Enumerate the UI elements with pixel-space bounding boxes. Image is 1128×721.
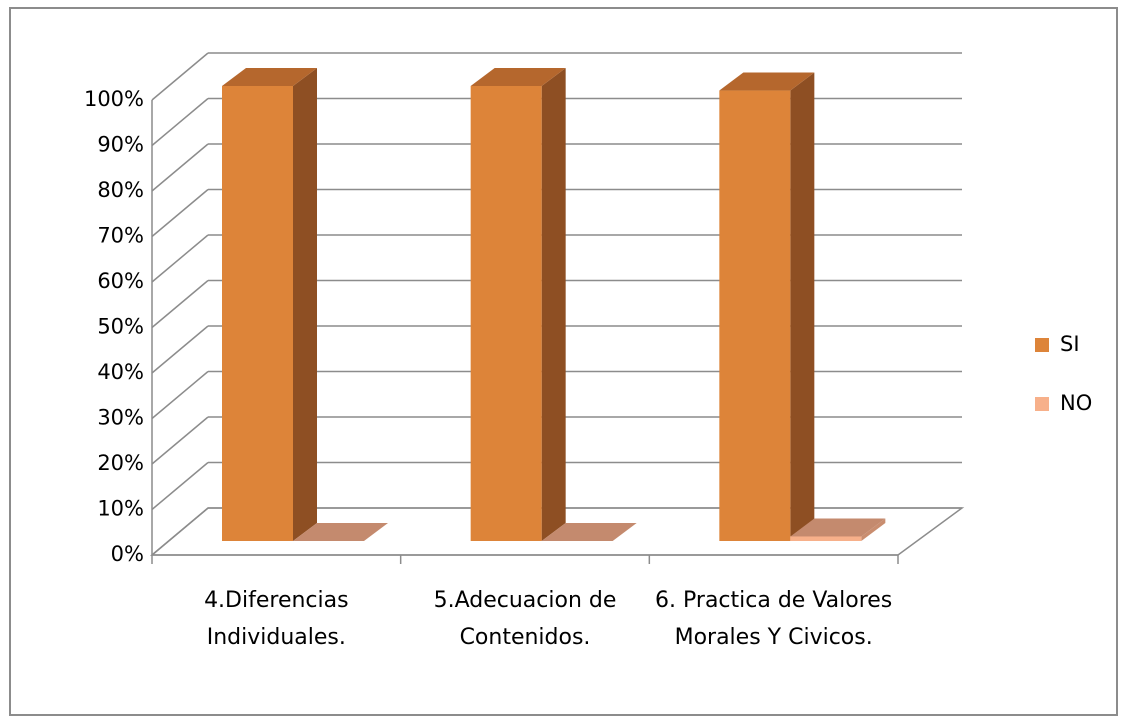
legend-swatch bbox=[1035, 397, 1049, 411]
grid-line bbox=[151, 188, 209, 238]
y-tick-label: 100% bbox=[84, 87, 144, 111]
bar-top bbox=[719, 72, 815, 91]
x-tick-label: 5.Adecuacion de Contenidos. bbox=[433, 588, 617, 650]
bar-top bbox=[790, 518, 886, 537]
legend-swatch bbox=[1035, 338, 1049, 352]
grid-line bbox=[151, 461, 209, 511]
x-tick-label: 4.Diferencias Individuales. bbox=[204, 588, 349, 650]
grid-line bbox=[151, 52, 209, 101]
bar-front bbox=[719, 90, 791, 542]
bar-side bbox=[861, 518, 886, 541]
bar bbox=[541, 523, 637, 541]
grid-line bbox=[151, 507, 209, 556]
bar-side bbox=[541, 68, 566, 541]
bar-top bbox=[293, 523, 388, 541]
y-tick-label: 70% bbox=[97, 224, 144, 248]
bar-front bbox=[470, 86, 542, 541]
bar-front bbox=[222, 86, 293, 541]
bar bbox=[222, 68, 317, 541]
bar bbox=[719, 72, 815, 542]
y-tick-label: 80% bbox=[97, 178, 144, 202]
grid-line bbox=[151, 97, 209, 147]
grid-line bbox=[151, 143, 209, 192]
y-tick-label: 40% bbox=[97, 360, 144, 384]
legend-label: NO bbox=[1060, 391, 1092, 415]
bar-side bbox=[293, 68, 317, 541]
bar bbox=[470, 68, 566, 541]
grid-line bbox=[151, 370, 209, 420]
bar bbox=[293, 523, 388, 541]
grid-line bbox=[151, 234, 209, 283]
y-tick-label: 50% bbox=[97, 315, 144, 339]
y-tick-label: 30% bbox=[97, 406, 144, 430]
y-tick-label: 90% bbox=[97, 133, 144, 157]
grid-line bbox=[151, 416, 209, 465]
bar bbox=[790, 518, 886, 541]
bar-side bbox=[790, 72, 815, 542]
y-tick-label: 0% bbox=[111, 542, 144, 566]
bar-front bbox=[790, 536, 862, 541]
bar-top bbox=[222, 68, 317, 86]
y-tick-label: 20% bbox=[97, 451, 144, 475]
x-tick-label: 6. Practica de Valores Morales Y Civicos… bbox=[655, 588, 893, 650]
bar-top bbox=[541, 523, 637, 541]
y-tick-label: 60% bbox=[97, 269, 144, 293]
grid-line bbox=[151, 279, 209, 329]
y-tick-label: 10% bbox=[97, 497, 144, 521]
grid-line bbox=[151, 325, 209, 374]
legend-label: SI bbox=[1060, 332, 1080, 356]
bar-top bbox=[470, 68, 566, 86]
